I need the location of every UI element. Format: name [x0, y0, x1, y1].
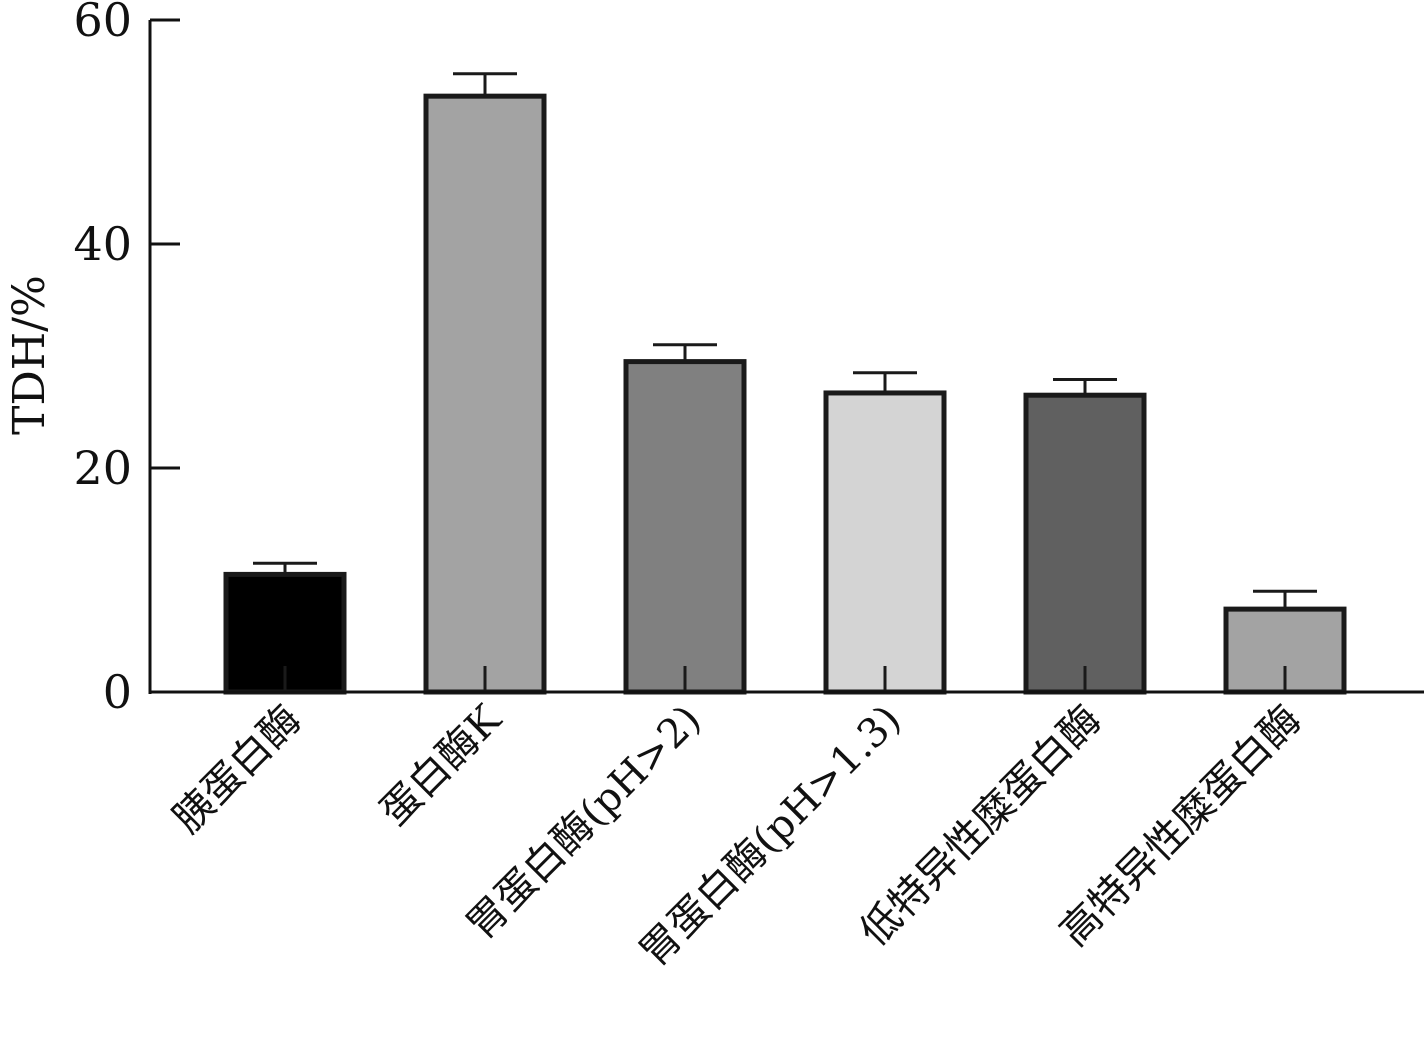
y-tick-label: 40 [73, 217, 132, 271]
bars-layer [223, 72, 1347, 695]
ticks-layer: 0 20 40 60 [73, 0, 180, 719]
axis-layer [148, 20, 1424, 694]
y-axis-title: TDH/% [4, 275, 55, 435]
bar [623, 359, 747, 695]
x-category-label: 蛋白酶K [372, 696, 511, 835]
x-category-label: 胰蛋白酶 [164, 697, 310, 843]
y-tick-label: 60 [73, 0, 132, 47]
y-tick-label: 20 [73, 441, 132, 495]
bar [423, 93, 547, 695]
bar [1023, 392, 1147, 695]
bar [823, 390, 947, 695]
category-labels: 胰蛋白酶 蛋白酶K胃蛋白酶(pH>2)胃蛋白酶(pH>1.3)低特异性糜蛋白酶高特… [164, 696, 1310, 976]
y-tick-label: 0 [103, 665, 132, 719]
